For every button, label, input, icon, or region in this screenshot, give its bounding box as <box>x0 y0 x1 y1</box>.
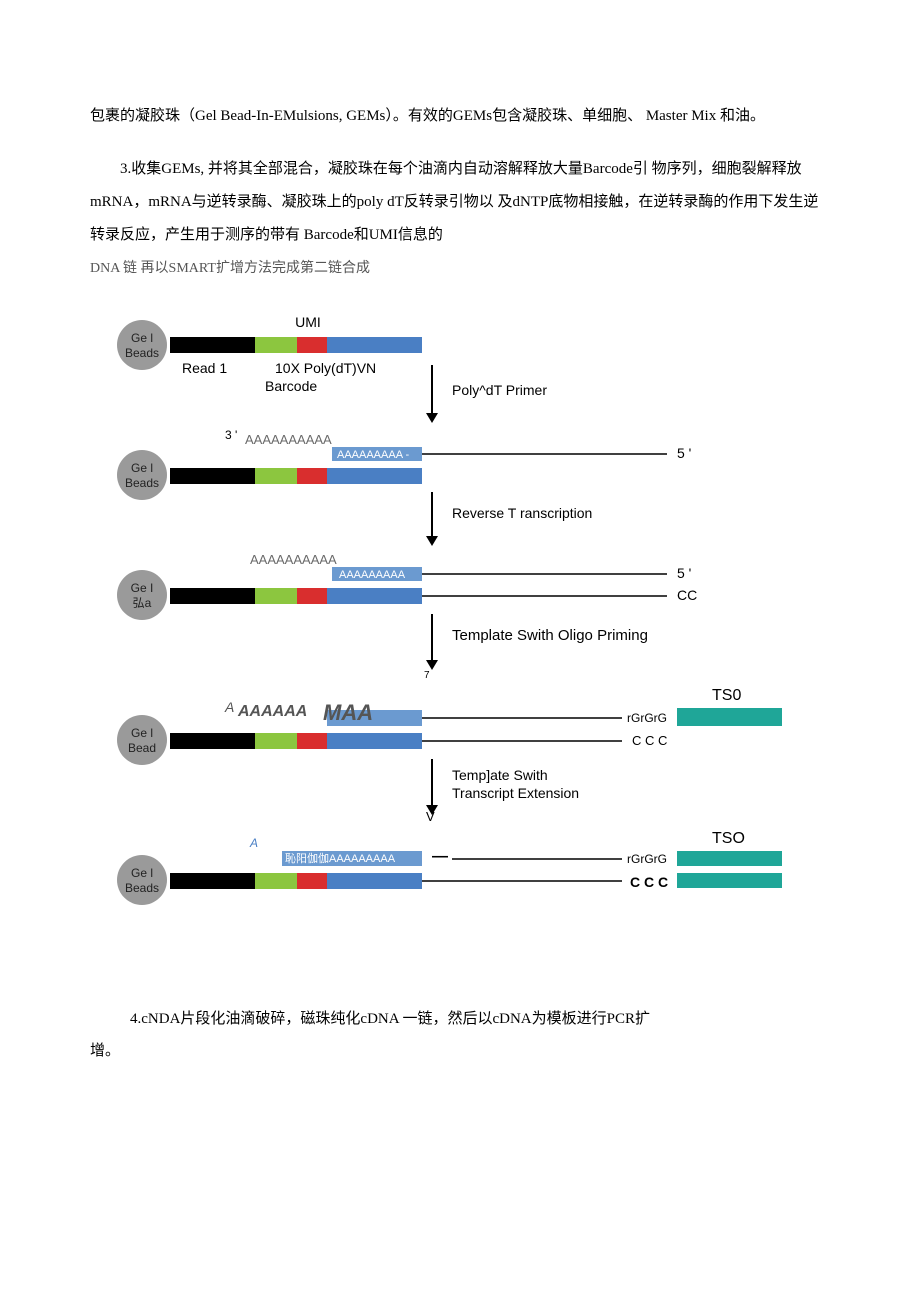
paragraph-4b: 增。 <box>90 1035 830 1068</box>
svg-text:Ge I: Ge I <box>131 581 154 595</box>
svg-text:Poly^dT Primer: Poly^dT Primer <box>452 382 547 398</box>
svg-text:Reverse T ranscription: Reverse T ranscription <box>452 505 592 521</box>
svg-text:弘a: 弘a <box>133 596 152 610</box>
svg-text:3 ': 3 ' <box>225 428 237 442</box>
svg-text:AAAAAAAAAA: AAAAAAAAAA <box>245 432 332 447</box>
p4-text: 4.cNDA片段化油滴破碎，磁珠纯化cDNA 一链，然后以cDNA为模板进行PC… <box>130 1011 650 1027</box>
svg-text:C C C: C C C <box>630 874 668 890</box>
svg-text:Transcript Extension: Transcript Extension <box>452 785 579 801</box>
p2-text: 3.收集GEMs, 并将其全部混合，凝胶珠在每个油滴内自动溶解释放大量Barco… <box>90 161 818 243</box>
svg-text:5 ': 5 ' <box>677 445 691 461</box>
svg-text:5 ': 5 ' <box>677 565 691 581</box>
paragraph-2b: DNA 链 再以SMART扩增方法完成第二链合成 <box>90 254 830 285</box>
svg-text:Beads: Beads <box>125 346 159 360</box>
svg-text:AAAAAAAAAA: AAAAAAAAAA <box>250 552 337 567</box>
svg-text:AAAAAA: AAAAAA <box>237 703 307 720</box>
svg-text:Ge l: Ge l <box>131 866 153 880</box>
svg-text:CC: CC <box>677 587 697 603</box>
svg-text:Barcode: Barcode <box>265 378 317 394</box>
svg-text:10X Poly(dT)VN: 10X Poly(dT)VN <box>275 360 376 376</box>
svg-text:MAA: MAA <box>323 700 373 725</box>
svg-text:Temp]ate Swith: Temp]ate Swith <box>452 767 548 783</box>
svg-text:—: — <box>432 848 448 865</box>
paragraph-4: 4.cNDA片段化油滴破碎，磁珠纯化cDNA 一链，然后以cDNA为模板进行PC… <box>90 1005 830 1034</box>
svg-text:恥阳伽伽AAAAAAAAA: 恥阳伽伽AAAAAAAAA <box>285 851 396 865</box>
svg-text:Beads: Beads <box>125 881 159 895</box>
svg-text:Ge l: Ge l <box>131 726 153 740</box>
paragraph-1: 包裹的凝胶珠（Gel Bead-In-EMulsions, GEMs）。有效的G… <box>90 100 830 133</box>
paragraph-2: 3.收集GEMs, 并将其全部混合，凝胶珠在每个油滴内自动溶解释放大量Barco… <box>90 153 830 252</box>
svg-text:C C C: C C C <box>632 733 667 748</box>
svg-text:AAAAAAAAA -: AAAAAAAAA - <box>337 449 409 461</box>
svg-text:Bead: Bead <box>128 741 156 755</box>
svg-text:AAAAAAAAA: AAAAAAAAA <box>339 569 406 581</box>
svg-text:rGrGrG: rGrGrG <box>627 852 667 866</box>
svg-text:Template Swith Oligo Priming: Template Swith Oligo Priming <box>452 627 648 644</box>
svg-text:rGrGrG: rGrGrG <box>627 711 667 725</box>
svg-text:UMI: UMI <box>295 314 321 330</box>
svg-text:A: A <box>224 699 234 715</box>
svg-text:Ge l: Ge l <box>131 461 153 475</box>
svg-text:Ge l: Ge l <box>131 331 153 345</box>
svg-text:7: 7 <box>424 670 430 681</box>
svg-text:Beads: Beads <box>125 476 159 490</box>
svg-text:Read 1: Read 1 <box>182 360 227 376</box>
svg-text:V: V <box>426 809 435 824</box>
sequencing-diagram: Ge lBeadsUMIRead 110X Poly(dT)VNBarcodeP… <box>110 305 810 975</box>
svg-text:TS0: TS0 <box>712 687 741 704</box>
svg-text:TSO: TSO <box>712 830 745 847</box>
svg-text:A: A <box>249 836 258 850</box>
